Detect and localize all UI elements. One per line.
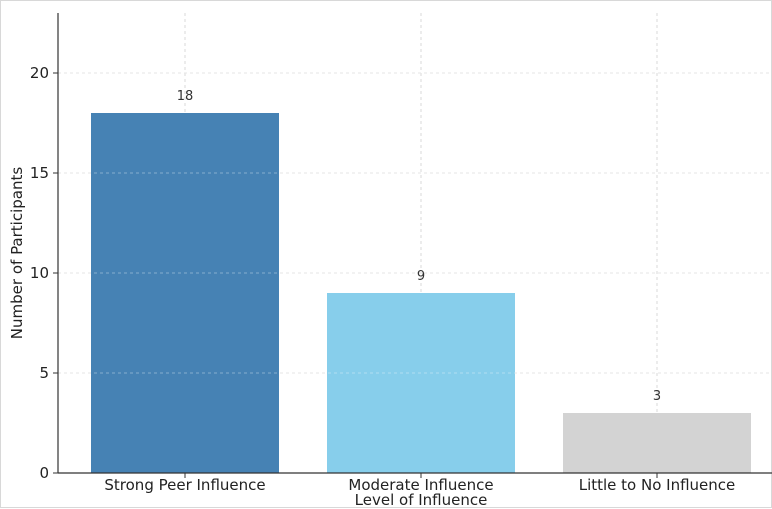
y-tick-label: 20 [30, 64, 49, 82]
bars [91, 113, 751, 473]
bar-2 [327, 293, 515, 473]
x-tick-label: Strong Peer Influence [104, 476, 265, 494]
y-axis-label: Number of Participants [8, 167, 26, 340]
x-ticks: Strong Peer Influence Moderate Influence L… [104, 473, 735, 494]
data-label: 18 [177, 89, 194, 104]
y-tick-label: 15 [30, 164, 49, 182]
data-label: 3 [653, 389, 661, 404]
y-tick-label: 10 [30, 264, 49, 282]
bar-3 [563, 413, 751, 473]
y-tick-label: 0 [39, 464, 49, 482]
y-ticks: 0 5 10 15 20 [30, 64, 58, 482]
axes [57, 13, 772, 474]
data-label: 9 [417, 269, 425, 284]
x-tick-label: Little to No Influence [579, 476, 736, 494]
y-tick-label: 5 [39, 364, 49, 382]
x-axis-label: Level of Influence [355, 491, 488, 509]
bar-1 [91, 113, 279, 473]
x-tick-label: Moderate Influence [348, 476, 493, 494]
